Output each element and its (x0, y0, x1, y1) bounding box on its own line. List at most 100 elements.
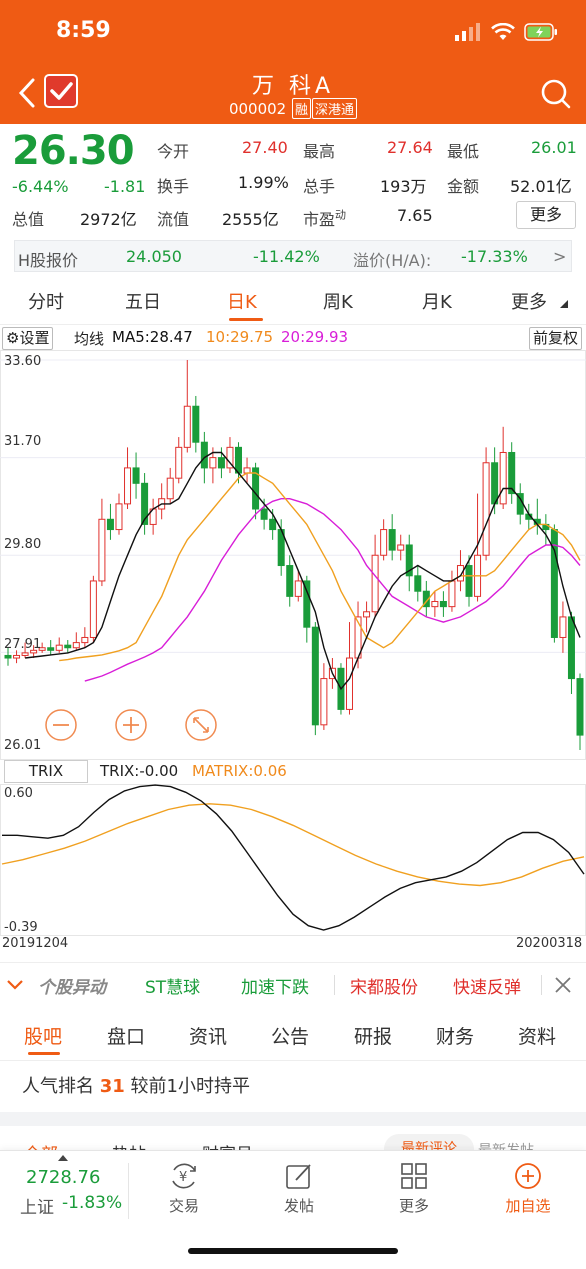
tab-forum[interactable]: 股吧 (24, 1026, 63, 1048)
popularity-rank: 人气排名 31 较前1小时持平 (22, 1072, 250, 1098)
search-icon[interactable] (540, 78, 572, 110)
tab-monthly-k[interactable]: 月K (422, 292, 452, 313)
post-button[interactable]: 发帖 (254, 1161, 344, 1216)
back-icon[interactable] (16, 76, 38, 110)
more-button[interactable]: 更多 (369, 1161, 459, 1216)
candlestick-chart[interactable] (0, 350, 586, 760)
stock-alert-ticker: 个股异动 ST慧球 加速下跌 宋都股份 快速反弹 (0, 962, 586, 1005)
high-label: 最高 (303, 142, 336, 161)
candle-body (269, 518, 277, 531)
check-icon (50, 82, 73, 100)
tab-financials[interactable]: 财务 (436, 1026, 475, 1048)
candle-body (303, 580, 311, 628)
volume-label: 总手 (303, 177, 336, 196)
expand-up-icon[interactable] (58, 1155, 68, 1161)
wifi-icon (491, 23, 515, 40)
candle-body (209, 457, 217, 469)
tab-research[interactable]: 研报 (354, 1026, 393, 1048)
ticker-item-2[interactable]: 加速下跌 (241, 978, 309, 998)
pe-label-text: 市盈 (303, 210, 336, 229)
add-watchlist-button[interactable]: 加自选 (483, 1161, 573, 1216)
zoom-out-icon[interactable] (44, 708, 78, 742)
candle-body (243, 467, 251, 474)
tab-daily-k[interactable]: 日K (227, 292, 257, 313)
candle-body (465, 565, 473, 597)
candle-body (482, 462, 490, 556)
date-end: 20200318 (516, 936, 583, 951)
h-share-price: 24.050 (126, 247, 182, 266)
ma-label: 均线 (74, 330, 105, 348)
pe-value: 7.65 (397, 206, 433, 225)
turnover-value: 1.99% (238, 173, 289, 192)
community-tabs: 股吧 盘口 资讯 公告 研报 财务 资料 (0, 1008, 586, 1061)
premium-label: 溢价(H/A): (353, 251, 432, 270)
ticker-item-3[interactable]: 宋都股份 (350, 978, 418, 998)
stock-title: 万 科A (251, 74, 335, 99)
candle-body (380, 529, 388, 556)
trade-icon: ¥ (172, 1163, 196, 1189)
more-triangle-icon (560, 300, 568, 308)
tab-announcements[interactable]: 公告 (271, 1026, 310, 1048)
tab-order-book[interactable]: 盘口 (107, 1026, 146, 1048)
grid-icon (401, 1163, 427, 1189)
select-checkbox[interactable] (44, 74, 78, 108)
stock-code: 000002 (228, 100, 287, 118)
candle-body (405, 544, 413, 577)
ticker-item-1[interactable]: ST慧球 (145, 978, 201, 998)
trade-button[interactable]: ¥ 交易 (139, 1161, 229, 1216)
trix-tick-top: 0.60 (4, 786, 33, 801)
tab-news[interactable]: 资讯 (189, 1026, 228, 1048)
tab-weekly-k[interactable]: 周K (323, 292, 353, 313)
tab-five-day[interactable]: 五日 (125, 292, 161, 313)
status-icons (454, 22, 558, 42)
candle-body (38, 647, 46, 651)
last-price: 26.30 (12, 128, 135, 174)
change-pct: -6.44% (12, 177, 69, 196)
mcap-label: 总值 (12, 210, 45, 229)
h-share-label: H股报价 (18, 251, 79, 270)
candle-body (567, 616, 575, 680)
tab-more[interactable]: 更多 (511, 292, 547, 313)
candle-body (491, 462, 499, 505)
candle-body (345, 657, 353, 710)
y-tick-bottom: 26.01 (4, 738, 42, 753)
zoom-in-icon[interactable] (114, 708, 148, 742)
candle-body (252, 467, 260, 510)
fullscreen-icon[interactable] (184, 708, 218, 742)
status-time: 8:59 (56, 18, 111, 43)
y-tick-top: 33.60 (4, 354, 42, 369)
matrix-value: MATRIX:0.06 (192, 762, 287, 780)
ticker-item-4[interactable]: 快速反弹 (453, 978, 521, 998)
tab-profile[interactable]: 资料 (518, 1026, 557, 1048)
y-tick-4: 27.91 (4, 637, 42, 652)
active-tab-underline (28, 1052, 60, 1055)
high-value: 27.64 (387, 138, 433, 157)
candle-body (363, 611, 371, 618)
close-icon[interactable] (554, 976, 572, 994)
add-watchlist-label: 加自选 (505, 1197, 551, 1215)
pe-sup: 动 (335, 208, 347, 222)
trade-label: 交易 (168, 1197, 199, 1215)
h-share-bar[interactable]: H股报价 24.050 -11.42% 溢价(H/A): -17.33% > (14, 240, 572, 272)
index-value[interactable]: 2728.76 (26, 1167, 101, 1188)
candle-body (98, 518, 106, 582)
trix-chart[interactable] (0, 784, 586, 936)
trix-indicator-button[interactable]: TRIX (4, 760, 88, 783)
stock-subtitle: 000002 融深港通 (0, 98, 586, 119)
top-header: 8:59 万 科A 000002 融深港通 (0, 0, 586, 124)
adjust-button[interactable]: 前复权 (528, 327, 582, 350)
section-divider (0, 1112, 586, 1126)
popularity-prefix: 人气排名 (22, 1076, 94, 1097)
chevron-down-icon[interactable] (6, 979, 24, 991)
settings-button[interactable]: ⚙设置 (2, 327, 54, 350)
ticker-label: 个股异动 (38, 978, 106, 998)
popularity-rank-number: 31 (99, 1076, 125, 1097)
candle-body (106, 518, 114, 531)
tab-intraday[interactable]: 分时 (28, 292, 64, 313)
more-quote-button[interactable]: 更多 (516, 201, 576, 229)
candle-body (320, 678, 328, 726)
margin-tag: 融 (292, 98, 312, 119)
matrix-line (1, 803, 585, 887)
candle-body (21, 652, 29, 656)
ma-legend-row: ⚙设置 均线 MA5:28.47 10:29.75 20:29.93 前复权 (0, 326, 586, 350)
